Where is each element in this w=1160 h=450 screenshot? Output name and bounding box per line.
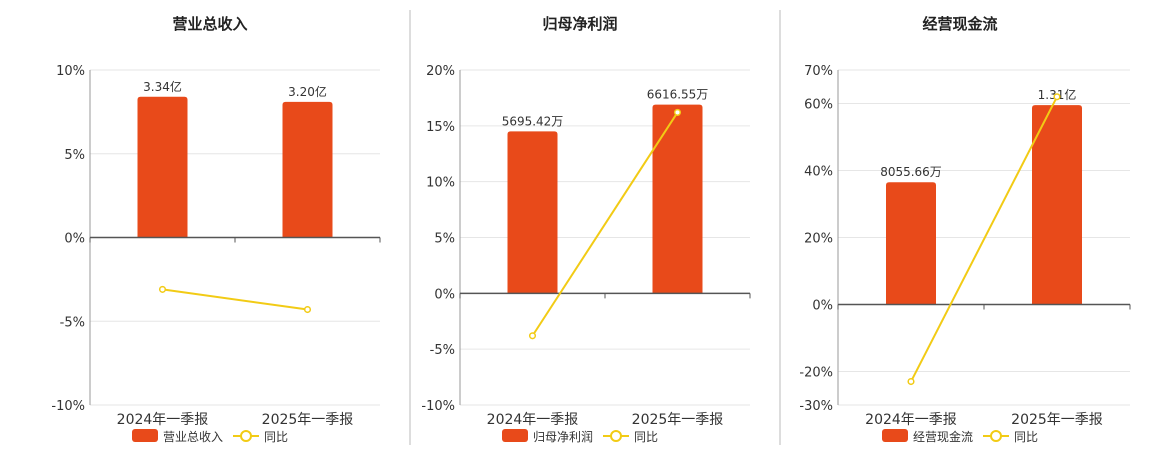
yoy-point: [158, 285, 167, 293]
legend-bar-label: 归母净利润: [533, 430, 593, 444]
x-category-label: 2024年一季报: [865, 412, 957, 428]
yoy-line: [162, 288, 308, 311]
y-tick-label: 20%: [804, 232, 833, 247]
yoy-point: [673, 108, 682, 116]
bar-value-label: 6616.55万: [647, 88, 709, 102]
bar-value-label: 3.34亿: [143, 79, 182, 94]
y-tick-label: -20%: [799, 366, 833, 381]
legend-bar-swatch: [502, 429, 528, 442]
yoy-point: [303, 305, 312, 314]
y-tick-label: 0%: [434, 287, 455, 302]
bar: [282, 101, 333, 238]
chart-panel-2: 归母净利润 20% 15% 10% 5% 0% -5% -10% 5695.42万 6616.55…: [421, 15, 751, 444]
yoy-line: [910, 96, 1058, 383]
yoy-line: [531, 111, 679, 337]
chart-panel-1: 营业总收入 10% 5% 0% -5% -10% 3.34亿 3.20亿 2024年一季报 202…: [51, 15, 381, 444]
bar-value-label: 3.20亿: [288, 84, 327, 99]
legend-line-label: 同比: [264, 430, 288, 444]
chart-title: 经营现金流: [922, 15, 997, 33]
legend-line-marker: [990, 430, 1002, 442]
y-tick-label: 10%: [56, 64, 85, 79]
y-tick-label: 5%: [64, 148, 85, 163]
y-tick-label: -30%: [799, 399, 833, 414]
x-category-label: 2025年一季报: [262, 412, 354, 428]
bar: [652, 104, 703, 294]
bar: [886, 182, 936, 305]
legend-bar-swatch: [132, 429, 158, 442]
y-tick-label: -10%: [421, 399, 455, 414]
y-tick-label: 40%: [804, 165, 833, 180]
yoy-point: [528, 332, 537, 340]
x-category-label: 2025年一季报: [632, 412, 724, 428]
chart-panel-3: 经营现金流70%60%40%20%0%-20%-30%8055.66万1.31亿…: [799, 15, 1131, 444]
legend-line-marker: [610, 430, 622, 442]
bar: [137, 96, 188, 238]
x-category-label: 2024年一季报: [117, 412, 209, 428]
legend-bar-swatch: [882, 429, 908, 442]
bar: [507, 131, 558, 294]
y-tick-label: -5%: [60, 315, 85, 330]
legend-line-label: 同比: [634, 430, 658, 444]
bar: [1032, 105, 1082, 305]
chart-title: 营业总收入: [172, 15, 247, 33]
y-tick-label: 15%: [426, 120, 455, 135]
bar-value-label: 8055.66万: [880, 165, 942, 179]
legend-line-marker: [240, 430, 252, 442]
chart-title: 归母净利润: [542, 15, 617, 33]
yoy-point: [1053, 93, 1061, 101]
y-tick-label: 60%: [804, 98, 833, 113]
y-tick-label: 10%: [426, 176, 455, 191]
x-category-label: 2024年一季报: [487, 412, 579, 428]
yoy-point: [907, 378, 915, 386]
legend-bar-label: 营业总收入: [163, 430, 223, 444]
y-tick-label: 5%: [434, 232, 455, 247]
y-tick-label: 20%: [426, 64, 455, 79]
y-tick-label: 70%: [804, 64, 833, 79]
legend-bar-label: 经营现金流: [913, 429, 973, 444]
y-tick-label: 0%: [812, 299, 833, 314]
y-tick-label: -10%: [51, 399, 85, 414]
y-tick-label: -5%: [430, 343, 455, 358]
legend-line-label: 同比: [1014, 430, 1038, 444]
x-category-label: 2025年一季报: [1011, 412, 1103, 428]
bar-value-label: 5695.42万: [502, 114, 564, 128]
y-tick-label: 0%: [64, 232, 85, 247]
